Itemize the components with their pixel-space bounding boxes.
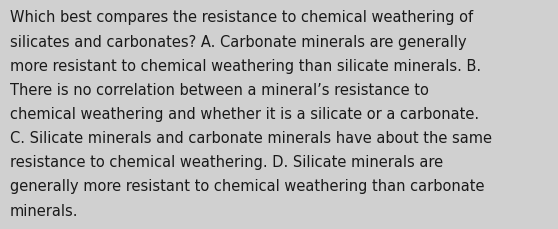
Text: chemical weathering and whether it is a silicate or a carbonate.: chemical weathering and whether it is a … xyxy=(10,106,479,121)
Text: minerals.: minerals. xyxy=(10,203,79,218)
Text: There is no correlation between a mineral’s resistance to: There is no correlation between a minera… xyxy=(10,82,429,97)
Text: Which best compares the resistance to chemical weathering of: Which best compares the resistance to ch… xyxy=(10,10,473,25)
Text: silicates and carbonates? A. Carbonate minerals are generally: silicates and carbonates? A. Carbonate m… xyxy=(10,34,466,49)
Text: generally more resistant to chemical weathering than carbonate: generally more resistant to chemical wea… xyxy=(10,179,484,194)
Text: C. Silicate minerals and carbonate minerals have about the same: C. Silicate minerals and carbonate miner… xyxy=(10,131,492,145)
Text: resistance to chemical weathering. D. Silicate minerals are: resistance to chemical weathering. D. Si… xyxy=(10,155,443,169)
Text: more resistant to chemical weathering than silicate minerals. B.: more resistant to chemical weathering th… xyxy=(10,58,481,73)
